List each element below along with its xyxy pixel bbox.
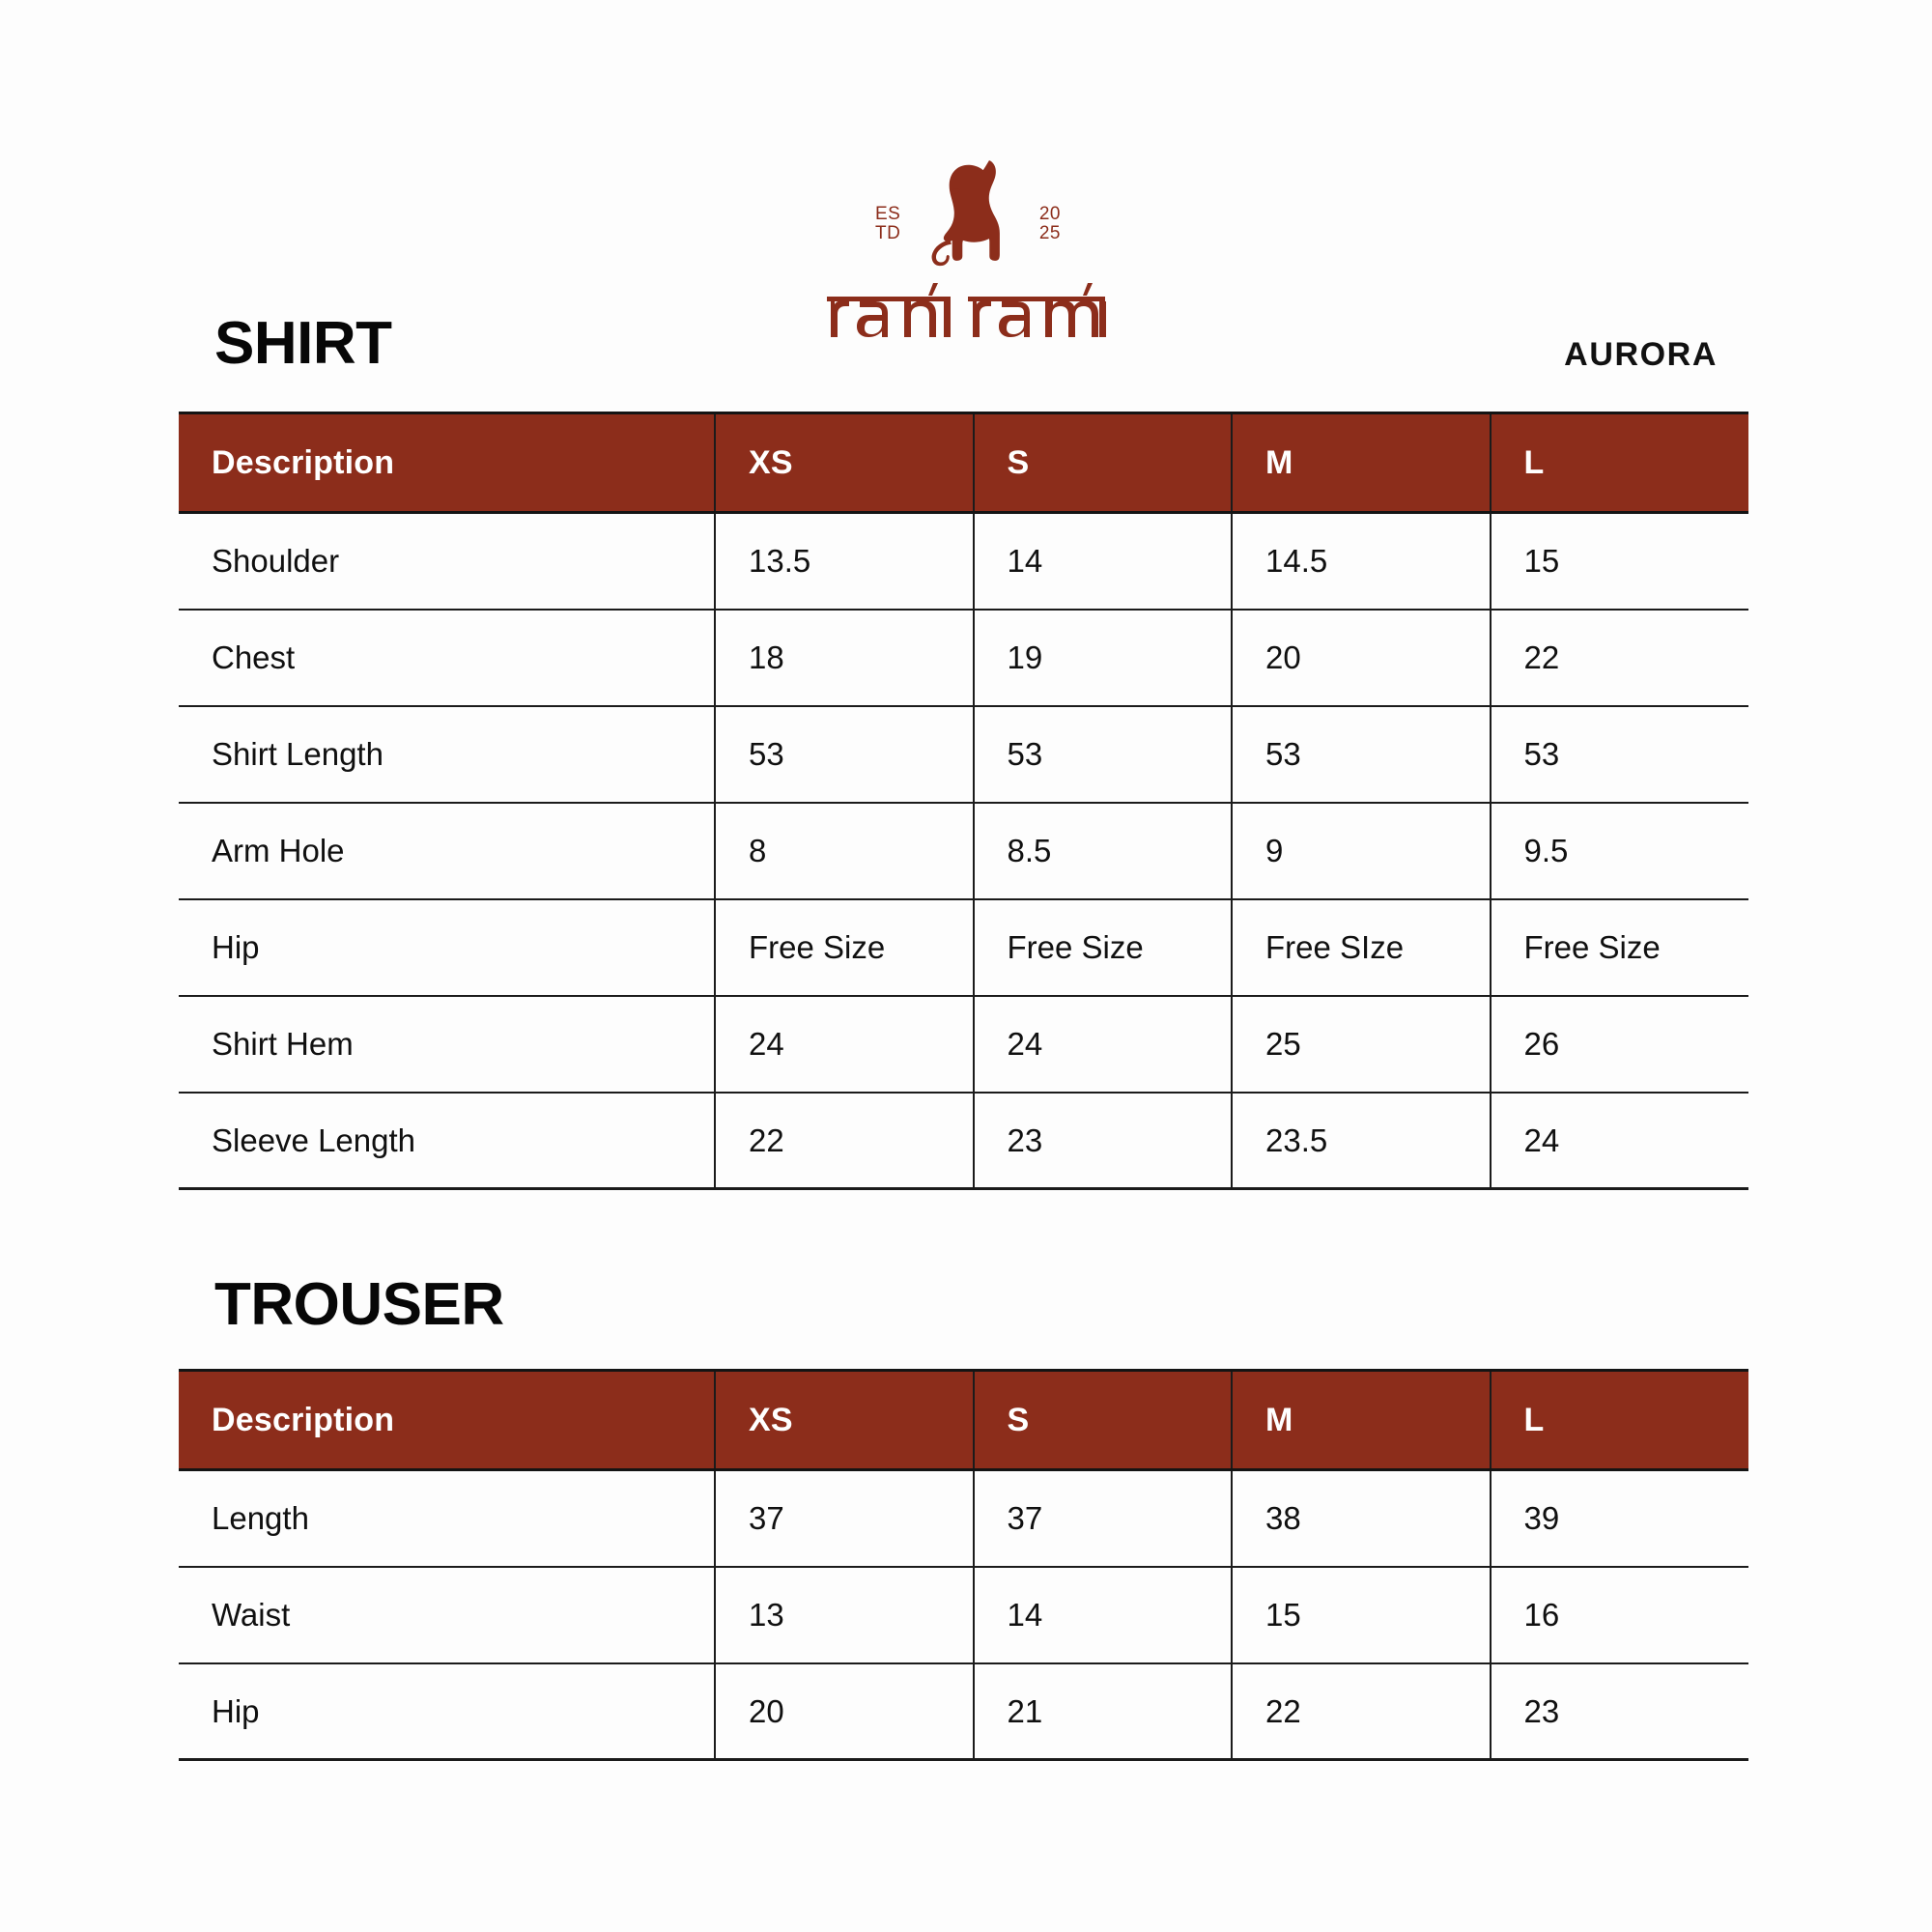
table-row: Arm Hole 8 8.5 9 9.5 <box>179 802 1748 900</box>
trouser-table-body: Length 37 37 38 39 Waist 13 14 15 16 Hip… <box>179 1469 1748 1761</box>
measurement-value-m: 53 <box>1232 705 1492 804</box>
measurement-label: Hip <box>179 1662 716 1761</box>
brand-wordmark <box>821 281 1111 343</box>
measurement-value-s: 14 <box>973 1566 1233 1664</box>
table-row: Sleeve Length 22 23 23.5 24 <box>179 1092 1748 1190</box>
column-header-m: M <box>1232 412 1492 514</box>
measurement-value-xs: 37 <box>715 1469 975 1568</box>
measurement-label: Shirt Hem <box>179 995 716 1094</box>
column-header-xs: XS <box>715 1369 975 1471</box>
shirt-table-header: Description XS S M L <box>179 412 1748 514</box>
measurement-label: Length <box>179 1469 716 1568</box>
measurement-value-m: 20 <box>1232 609 1492 707</box>
rani-rami-wordmark-icon <box>827 283 1106 337</box>
measurement-value-xs: 53 <box>715 705 975 804</box>
measurement-value-l: 26 <box>1490 995 1748 1094</box>
column-header-l: L <box>1490 412 1748 514</box>
measurement-value-m: 14.5 <box>1232 512 1492 611</box>
column-header-s: S <box>973 412 1233 514</box>
column-header-description: Description <box>179 1369 716 1471</box>
measurement-value-m: 38 <box>1232 1469 1492 1568</box>
measurement-value-m: 15 <box>1232 1566 1492 1664</box>
measurement-value-xs: 13 <box>715 1566 975 1664</box>
brand-logo: ES TD 20 25 <box>0 155 1932 343</box>
panther-silhouette-icon <box>931 160 1000 267</box>
table-row: Hip Free Size Free Size Free SIze Free S… <box>179 898 1748 997</box>
measurement-label: Arm Hole <box>179 802 716 900</box>
measurement-value-l: 22 <box>1490 609 1748 707</box>
measurement-value-s: 53 <box>973 705 1233 804</box>
measurement-value-m: 9 <box>1232 802 1492 900</box>
measurement-value-l: 23 <box>1490 1662 1748 1761</box>
measurement-value-xs: 13.5 <box>715 512 975 611</box>
measurement-value-l: 16 <box>1490 1566 1748 1664</box>
measurement-value-l: 53 <box>1490 705 1748 804</box>
measurement-label: Waist <box>179 1566 716 1664</box>
measurement-value-l: 39 <box>1490 1469 1748 1568</box>
measurement-value-l: 9.5 <box>1490 802 1748 900</box>
column-header-m: M <box>1232 1369 1492 1471</box>
table-header-row: Description XS S M L <box>179 412 1748 514</box>
column-header-description: Description <box>179 412 716 514</box>
measurement-value-s: 24 <box>973 995 1233 1094</box>
measurement-value-xs: 22 <box>715 1092 975 1190</box>
measurement-value-l: 15 <box>1490 512 1748 611</box>
measurement-value-s: 14 <box>973 512 1233 611</box>
measurement-label: Hip <box>179 898 716 997</box>
table-row: Shoulder 13.5 14 14.5 15 <box>179 512 1748 611</box>
shirt-size-table: Description XS S M L Shoulder 13.5 14 14… <box>179 412 1748 1190</box>
measurement-value-m: 22 <box>1232 1662 1492 1761</box>
established-label-left: ES TD <box>875 204 901 243</box>
table-row: Shirt Hem 24 24 25 26 <box>179 995 1748 1094</box>
measurement-value-m: Free SIze <box>1232 898 1492 997</box>
measurement-value-s: Free Size <box>973 898 1233 997</box>
measurement-label: Sleeve Length <box>179 1092 716 1190</box>
table-row: Shirt Length 53 53 53 53 <box>179 705 1748 804</box>
trouser-table-header: Description XS S M L <box>179 1369 1748 1471</box>
table-row: Hip 20 21 22 23 <box>179 1662 1748 1761</box>
measurement-label: Shirt Length <box>179 705 716 804</box>
measurement-value-xs: 8 <box>715 802 975 900</box>
measurement-value-s: 21 <box>973 1662 1233 1761</box>
table-row: Waist 13 14 15 16 <box>179 1566 1748 1664</box>
trouser-size-table: Description XS S M L Length 37 37 38 39 … <box>179 1369 1748 1761</box>
table-header-row: Description XS S M L <box>179 1369 1748 1471</box>
measurement-value-xs: 24 <box>715 995 975 1094</box>
trouser-section-title: TROUSER <box>214 1271 504 1338</box>
column-header-s: S <box>973 1369 1233 1471</box>
measurement-value-s: 37 <box>973 1469 1233 1568</box>
shirt-table-body: Shoulder 13.5 14 14.5 15 Chest 18 19 20 … <box>179 512 1748 1190</box>
measurement-value-l: Free Size <box>1490 898 1748 997</box>
measurement-value-m: 23.5 <box>1232 1092 1492 1190</box>
measurement-value-xs: Free Size <box>715 898 975 997</box>
measurement-value-xs: 18 <box>715 609 975 707</box>
shirt-section-title: SHIRT <box>214 310 392 377</box>
column-header-l: L <box>1490 1369 1748 1471</box>
measurement-value-s: 8.5 <box>973 802 1233 900</box>
measurement-value-s: 19 <box>973 609 1233 707</box>
column-header-xs: XS <box>715 412 975 514</box>
collection-name: AURORA <box>1564 336 1718 373</box>
established-year-right: 20 25 <box>1038 204 1061 243</box>
measurement-value-s: 23 <box>973 1092 1233 1190</box>
measurement-label: Chest <box>179 609 716 707</box>
table-row: Chest 18 19 20 22 <box>179 609 1748 707</box>
measurement-label: Shoulder <box>179 512 716 611</box>
measurement-value-m: 25 <box>1232 995 1492 1094</box>
table-row: Length 37 37 38 39 <box>179 1469 1748 1568</box>
measurement-value-l: 24 <box>1490 1092 1748 1190</box>
measurement-value-xs: 20 <box>715 1662 975 1761</box>
panther-logo-icon: ES TD 20 25 <box>821 155 1111 275</box>
